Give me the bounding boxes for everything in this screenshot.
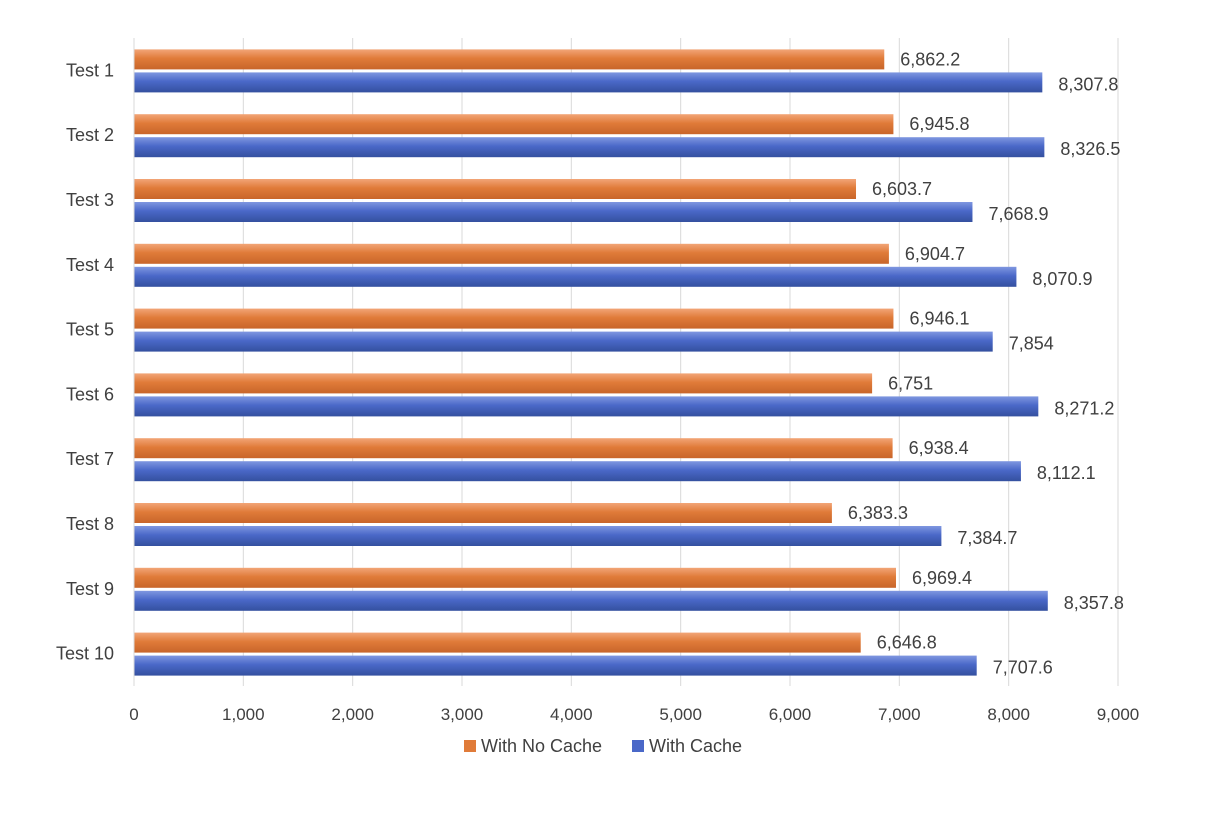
data-label-cache: 8,070.9	[1032, 269, 1092, 289]
gridlines	[242, 38, 1119, 686]
data-label-cache: 8,307.8	[1058, 74, 1118, 94]
bars	[134, 49, 1048, 676]
data-label-no-cache: 6,603.7	[872, 179, 932, 199]
bar-no-cache	[134, 632, 861, 653]
x-tick-label: 3,000	[441, 705, 484, 724]
legend-swatch-no-cache	[464, 740, 476, 752]
bar-no-cache	[134, 373, 873, 394]
data-label-cache: 7,384.7	[957, 528, 1017, 548]
data-label-no-cache: 6,945.8	[909, 114, 969, 134]
bar-no-cache	[134, 179, 857, 199]
legend-swatch-cache	[632, 740, 644, 752]
x-tick-label: 0	[129, 705, 138, 724]
category-label: Test 5	[66, 320, 114, 340]
data-label-cache: 7,707.6	[993, 658, 1053, 678]
category-label: Test 1	[66, 60, 114, 80]
bar-cache	[134, 137, 1045, 158]
data-label-cache: 8,357.8	[1064, 593, 1124, 613]
data-label-no-cache: 6,946.1	[909, 309, 969, 329]
data-label-no-cache: 6,862.2	[900, 49, 960, 69]
x-tick-label: 8,000	[987, 705, 1030, 724]
data-labels: 6,862.2 8,307.8 6,945.8 8,326.5 6,603.7 7,668…	[848, 49, 1124, 677]
bar-cache	[134, 72, 1043, 93]
bar-cache	[134, 461, 1021, 482]
bar-cache	[134, 655, 977, 676]
data-label-no-cache: 6,383.3	[848, 503, 908, 523]
data-label-no-cache: 6,938.4	[909, 438, 969, 458]
bar-no-cache	[134, 438, 893, 459]
bar-cache	[134, 266, 1017, 287]
data-label-no-cache: 6,969.4	[912, 568, 972, 588]
x-tick-label: 4,000	[550, 705, 593, 724]
bar-no-cache	[134, 308, 894, 329]
bar-cache	[134, 590, 1048, 611]
bar-no-cache	[134, 243, 889, 264]
x-tick-label: 5,000	[659, 705, 702, 724]
bar-no-cache	[134, 567, 896, 588]
data-label-cache: 8,326.5	[1060, 139, 1120, 159]
x-tick-label: 1,000	[222, 705, 265, 724]
bar-no-cache	[134, 114, 894, 135]
legend: With No Cache With Cache	[464, 736, 742, 756]
category-label: Test 10	[56, 644, 114, 664]
data-label-cache: 7,854	[1009, 334, 1054, 354]
x-tick-label: 7,000	[878, 705, 921, 724]
category-label: Test 9	[66, 579, 114, 599]
bar-no-cache	[134, 503, 832, 523]
category-label: Test 3	[66, 190, 114, 210]
category-label: Test 6	[66, 384, 114, 404]
category-label: Test 2	[66, 125, 114, 145]
category-label: Test 8	[66, 514, 114, 534]
bar-cache	[134, 396, 1039, 417]
bar-no-cache	[134, 49, 885, 70]
data-label-cache: 7,668.9	[988, 204, 1048, 224]
x-tick-label: 9,000	[1097, 705, 1140, 724]
bar-cache	[134, 526, 942, 546]
data-label-cache: 8,112.1	[1037, 463, 1096, 483]
legend-label-no-cache: With No Cache	[481, 736, 602, 756]
category-label: Test 4	[66, 255, 114, 275]
data-label-no-cache: 6,751	[888, 373, 933, 393]
category-label: Test 7	[66, 449, 114, 469]
axes: 0 1,000 2,000 3,000 4,000 5,000 6,000 7,000 8,00…	[56, 38, 1139, 724]
bar-cache	[134, 202, 973, 222]
x-tick-label: 6,000	[769, 705, 812, 724]
x-tick-label: 2,000	[331, 705, 374, 724]
data-label-no-cache: 6,904.7	[905, 244, 965, 264]
legend-label-cache: With Cache	[649, 736, 742, 756]
data-label-cache: 8,271.2	[1054, 398, 1114, 418]
data-label-no-cache: 6,646.8	[877, 633, 937, 653]
bar-cache	[134, 331, 993, 352]
